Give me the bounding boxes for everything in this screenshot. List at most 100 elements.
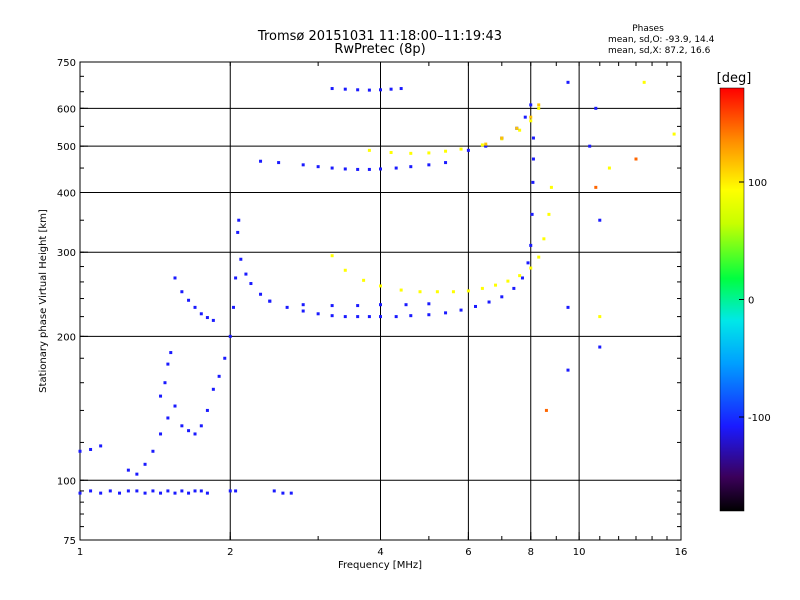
data-point (566, 80, 570, 84)
data-point (277, 161, 281, 165)
data-point (427, 163, 431, 167)
data-point (205, 491, 209, 495)
y-tick-label: 600 (57, 104, 76, 115)
data-point (399, 87, 403, 91)
data-point (99, 444, 103, 448)
data-point (529, 115, 533, 119)
data-point (135, 472, 139, 476)
data-point (237, 218, 241, 222)
y-axis-label: Stationary phase Virtual Height [km] (38, 209, 49, 393)
data-point (159, 432, 163, 436)
data-point (187, 491, 191, 495)
data-point (484, 144, 488, 148)
data-point (531, 157, 535, 161)
data-point (529, 266, 533, 270)
data-point (356, 88, 360, 92)
data-point (607, 166, 611, 170)
data-point (494, 283, 498, 287)
data-point (379, 167, 382, 171)
data-point (530, 212, 534, 216)
data-point (236, 230, 240, 234)
data-point (537, 103, 541, 107)
x-tick-label: 2 (227, 547, 233, 558)
data-point (99, 491, 103, 495)
data-point (588, 144, 592, 148)
data-point (180, 489, 184, 493)
data-point (281, 491, 285, 495)
data-point (268, 299, 272, 303)
data-point (166, 489, 170, 493)
y-axis-ticks: 75 100 200 300 400 500 600 750 (57, 58, 681, 547)
data-point (598, 218, 602, 222)
data-point (379, 284, 382, 288)
data-point (367, 167, 371, 171)
data-point (598, 315, 602, 319)
data-point (316, 312, 320, 316)
data-point (518, 274, 522, 278)
data-point (598, 345, 602, 349)
data-point (544, 408, 548, 412)
data-point (211, 387, 215, 391)
data-point (166, 416, 170, 420)
data-point (173, 404, 177, 408)
x-tick-label: 10 (573, 547, 586, 558)
data-point (166, 362, 170, 366)
data-point (108, 489, 112, 493)
data-point (118, 491, 122, 495)
data-point (199, 424, 203, 428)
colorbar-ticks: 100 0 -100 (739, 178, 771, 424)
x-tick-label: 1 (77, 547, 83, 558)
data-point (234, 489, 238, 493)
data-point (223, 356, 227, 360)
data-point (217, 374, 221, 378)
data-point (330, 166, 334, 170)
data-point (330, 87, 334, 91)
data-point (542, 237, 546, 241)
data-point (566, 305, 570, 309)
data-point (356, 315, 360, 319)
data-point (343, 167, 347, 171)
data-point (228, 334, 232, 338)
data-point (529, 119, 533, 123)
x-axis-ticks: 1 2 4 6 8 10 16 (77, 62, 687, 558)
data-point (409, 314, 413, 318)
data-point (301, 309, 305, 313)
data-point (330, 314, 334, 318)
data-point (356, 167, 360, 171)
data-point (193, 432, 197, 436)
data-point (169, 351, 173, 355)
data-point (362, 278, 366, 282)
data-point (427, 313, 431, 317)
data-point (409, 165, 413, 169)
phase-box-title: Phases (632, 24, 664, 34)
data-point (435, 290, 439, 294)
data-point (642, 80, 646, 84)
data-point (249, 282, 253, 286)
data-point (143, 491, 147, 495)
data-point (480, 143, 484, 147)
data-point (330, 254, 334, 258)
data-point (205, 316, 209, 320)
data-point (330, 304, 334, 308)
data-point (259, 292, 263, 296)
data-point (193, 489, 197, 493)
data-points (78, 80, 676, 495)
data-point (231, 305, 235, 309)
phase-box-x-stats: mean, sd,X: 87.2, 16.6 (608, 46, 711, 56)
data-point (173, 491, 177, 495)
data-point (459, 308, 463, 312)
data-point (451, 290, 455, 294)
data-point (487, 300, 491, 304)
data-point (343, 315, 347, 319)
chart-subtitle: RwPretec (8p) (334, 42, 425, 57)
data-point (367, 88, 371, 92)
data-point (444, 311, 448, 315)
data-point (228, 489, 232, 493)
data-point (427, 302, 431, 306)
x-tick-label: 8 (528, 547, 534, 558)
data-point (199, 312, 203, 316)
data-point (444, 149, 448, 153)
data-point (549, 185, 553, 189)
data-point (316, 165, 320, 169)
